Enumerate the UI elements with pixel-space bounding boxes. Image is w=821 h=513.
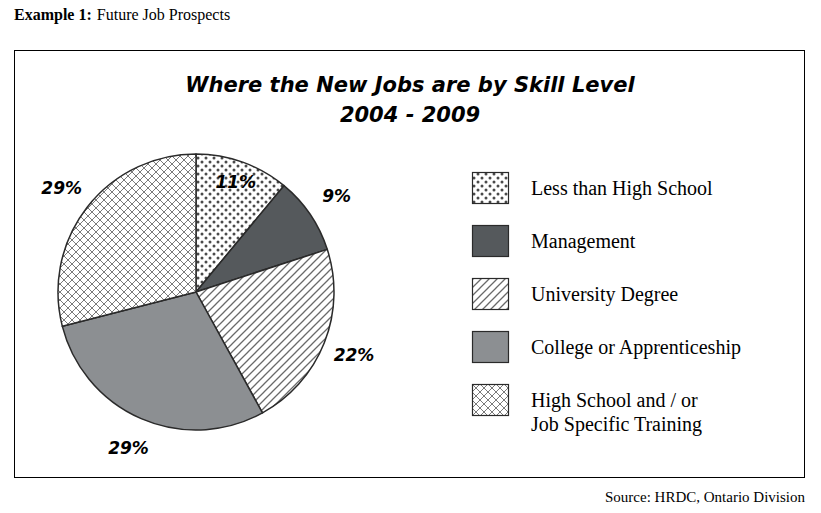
legend-label: Less than High School [531, 177, 713, 200]
legend-swatch [473, 332, 509, 363]
heading: Example 1: Future Job Prospects [14, 6, 230, 24]
heading-text: Future Job Prospects [97, 6, 230, 24]
heading-label: Example 1: [14, 6, 92, 24]
data-label: 29% [108, 438, 149, 458]
legend-label: Management [531, 230, 636, 253]
legend-line: High School and / or [531, 389, 698, 412]
legend-label: College or Apprenticeship [531, 336, 741, 359]
legend-line: University Degree [531, 283, 678, 306]
subtitle: 2004 - 2009 [340, 103, 480, 127]
legend-line: College or Apprenticeship [531, 336, 741, 359]
data-label: 22% [334, 345, 375, 365]
data-labels: 11% 9% 22% 29% 29% [41, 172, 374, 458]
source: Source: HRDC, Ontario Division [605, 489, 805, 505]
legend-line: Job Specific Training [531, 413, 702, 436]
frame [15, 51, 805, 478]
data-label: 29% [41, 178, 82, 198]
legend-swatch [473, 173, 509, 204]
legend-label: High School and / orJob Specific Trainin… [531, 389, 702, 436]
data-label: 11% [215, 172, 256, 192]
page: Example 1: Future Job Prospects Where the … [0, 0, 821, 513]
legend-swatch [473, 279, 509, 310]
chart: Example 1: Future Job Prospects Where the … [0, 0, 821, 513]
legend-line: Less than High School [531, 177, 713, 200]
data-label: 9% [322, 186, 351, 206]
pie [58, 154, 334, 430]
legend-swatch [473, 385, 509, 416]
legend-label: University Degree [531, 283, 678, 306]
legend: Less than High School Management Universit… [473, 173, 741, 437]
title: Where the New Jobs are by Skill Level [185, 73, 635, 97]
legend-line: Management [531, 230, 636, 253]
legend-swatch [473, 226, 509, 257]
